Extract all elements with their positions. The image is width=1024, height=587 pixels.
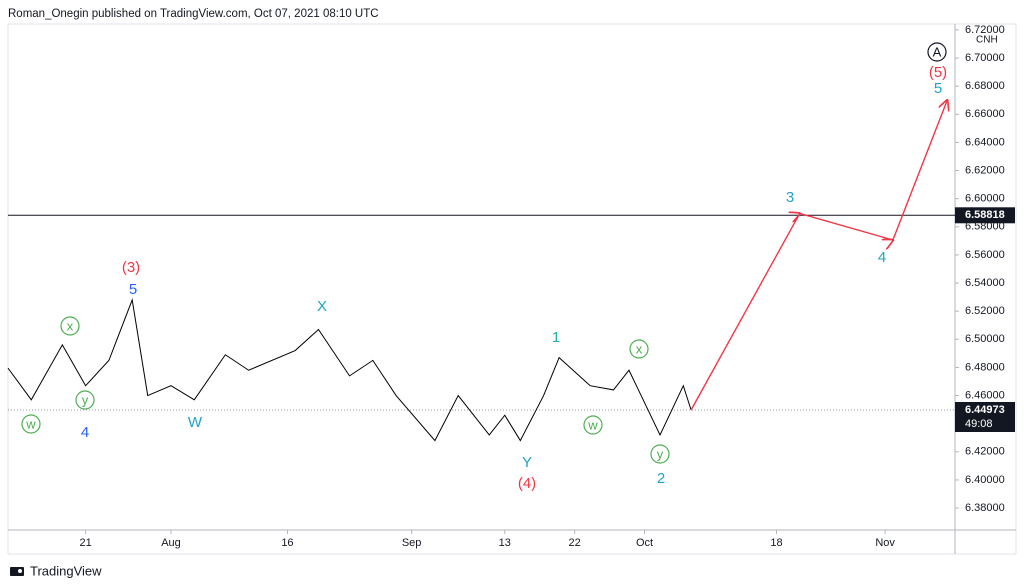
wave-label: y (657, 446, 664, 461)
y-tick-label: 6.42000 (965, 446, 1005, 458)
wave-label: A (933, 44, 942, 59)
wave-label: w (25, 416, 36, 431)
y-tick-label: 6.40000 (965, 474, 1005, 486)
wave-label-circle (583, 415, 603, 435)
x-tick-label: 22 (569, 537, 581, 549)
wave-label: x (636, 341, 643, 356)
y-tick-label: 6.64000 (965, 136, 1005, 148)
y-tick-label: 6.60000 (965, 193, 1005, 205)
wave-label: 5 (129, 281, 137, 298)
wave-label: 2 (657, 470, 665, 487)
footer-brand: TradingView (30, 563, 102, 578)
projection-path (690, 100, 947, 411)
wave-label: w (587, 417, 598, 432)
wave-label: 1 (552, 329, 560, 346)
y-tick-label: 6.70000 (965, 52, 1005, 64)
x-tick-label: Oct (636, 537, 653, 549)
x-tick-label: Aug (161, 537, 181, 549)
wave-label: Y (522, 454, 532, 471)
x-tick-label: Sep (402, 537, 422, 549)
wave-label: 4 (878, 249, 886, 266)
logo (10, 567, 24, 576)
wave-label: x (67, 318, 74, 333)
wave-label: y (82, 392, 89, 407)
wave-label: 3 (786, 189, 794, 206)
price-line (7, 298, 692, 442)
wave-label: (3) (122, 259, 140, 276)
y-tick-label: 6.66000 (965, 108, 1005, 120)
y-tick-label: 6.58000 (965, 221, 1005, 233)
y-tick-label: 6.52000 (965, 305, 1005, 317)
x-tick-label: 18 (770, 537, 782, 549)
y-tick-label: 6.46000 (965, 389, 1005, 401)
y-tick-label: 6.68000 (965, 80, 1005, 92)
wave-label-circle (75, 390, 95, 410)
wave-label: 5 (934, 80, 942, 97)
wave-label: (5) (929, 64, 947, 81)
header-text: Roman_Onegin published on TradingView.co… (8, 8, 379, 20)
level-label: 6.58818 (965, 209, 1005, 221)
wave-label-circle (21, 414, 41, 434)
wave-label-circle (650, 444, 670, 464)
y-tick-label: 6.72000 (965, 24, 1005, 36)
y-tick-label: 6.38000 (965, 502, 1005, 514)
y-tick-label: 6.56000 (965, 249, 1005, 261)
y-tick-label: 6.62000 (965, 164, 1005, 176)
wave-label-circle (927, 42, 947, 62)
x-tick-label: 21 (79, 537, 91, 549)
x-tick-label: 16 (281, 537, 293, 549)
chart-frame (7, 23, 1017, 555)
y-tick-label: 6.50000 (965, 333, 1005, 345)
wave-label: 4 (81, 424, 89, 441)
wave-label: X (317, 298, 327, 315)
symbol-label: CNH (976, 35, 998, 46)
last-price-label: 6.44973 (965, 404, 1005, 416)
wave-label-circle (60, 316, 80, 336)
countdown-label: 49:08 (965, 418, 993, 430)
wave-label-circle (629, 339, 649, 359)
x-tick-label: 13 (499, 537, 511, 549)
y-tick-label: 6.48000 (965, 361, 1005, 373)
level-label-box (955, 207, 1015, 224)
x-tick-label: Nov (875, 537, 895, 549)
y-tick-label: 6.54000 (965, 277, 1005, 289)
wave-label: W (188, 414, 203, 431)
wave-label: (4) (518, 475, 536, 492)
last-price-box (955, 401, 1015, 432)
